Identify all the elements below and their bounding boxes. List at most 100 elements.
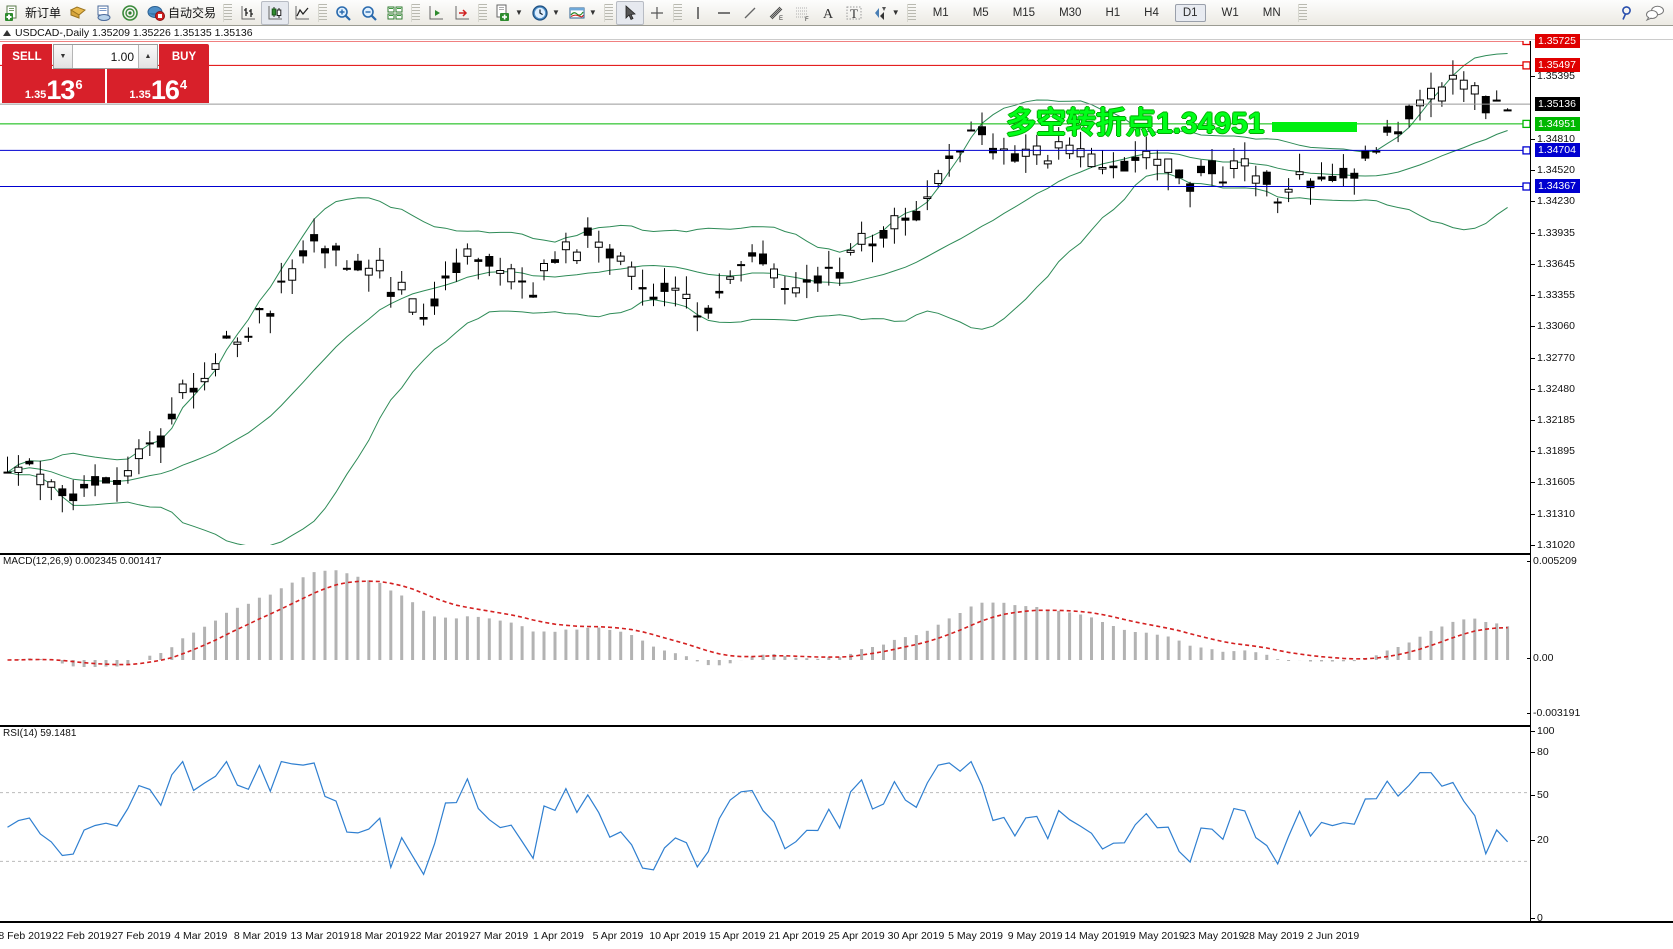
- svg-text:T: T: [850, 6, 858, 21]
- price-tick-1.34230: 1.34230: [1531, 195, 1575, 208]
- sell-price-quote[interactable]: 1.35 13 6: [2, 69, 105, 105]
- crosshair-tool-button[interactable]: [644, 1, 670, 25]
- vertical-line-button[interactable]: [685, 1, 711, 25]
- timeframe-mn[interactable]: MN: [1262, 6, 1281, 19]
- price-tick-1.31605: 1.31605: [1531, 476, 1575, 489]
- auto-trading-label: 自动交易: [168, 6, 217, 20]
- timeframe-m5[interactable]: M5: [972, 6, 989, 19]
- sell-button[interactable]: SELL: [2, 44, 52, 69]
- toolbar-separator: [223, 3, 233, 22]
- folder-button[interactable]: [65, 1, 91, 25]
- print-preview-button[interactable]: [91, 1, 117, 25]
- search-button[interactable]: [1615, 1, 1641, 25]
- macd-label: MACD(12,26,9) 0.002345 0.001417: [3, 556, 162, 567]
- price-level-label-1.35725[interactable]: 1.35725: [1535, 34, 1580, 48]
- price-chart-pane[interactable]: [0, 41, 1530, 545]
- time-tick-21: 28 May 2019: [1243, 930, 1304, 942]
- macd-tick-0.00: 0.00: [1526, 652, 1554, 664]
- trendline-button[interactable]: [737, 1, 763, 25]
- line-chart-button[interactable]: [289, 1, 315, 25]
- equidistant-channel-icon: E: [767, 4, 785, 22]
- price-level-label-1.35497[interactable]: 1.35497: [1535, 58, 1580, 73]
- zoom-out-button[interactable]: [356, 1, 382, 25]
- price-level-label-1.34367[interactable]: 1.34367: [1535, 179, 1580, 194]
- chart-symbol-label: USDCAD-,Daily 1.35209 1.35226 1.35135 1.…: [15, 27, 253, 39]
- fibonacci-button[interactable]: F: [789, 1, 815, 25]
- price-tick-1.33060: 1.33060: [1531, 320, 1575, 333]
- time-tick-13: 21 Apr 2019: [768, 930, 826, 942]
- macd-tick-0.005209: 0.005209: [1527, 555, 1577, 567]
- price-axis[interactable]: 1.35725 1.35497 1.35395 1.35136 1.34951 1.348…: [1526, 34, 1673, 924]
- zoom-in-icon: [334, 4, 352, 22]
- timeframe-m30[interactable]: M30: [1059, 6, 1082, 19]
- price-level-label-1.34704[interactable]: 1.34704: [1535, 143, 1580, 158]
- price-level-label-1.34951[interactable]: 1.34951: [1535, 116, 1580, 131]
- timeframe-h4[interactable]: H4: [1144, 6, 1159, 19]
- crosshair-icon: [648, 4, 666, 22]
- buy-button[interactable]: BUY: [159, 44, 209, 69]
- time-tick-11: 10 Apr 2019: [649, 930, 706, 942]
- arrows-icon: [871, 4, 889, 22]
- timeframe-m1[interactable]: M1: [932, 6, 949, 19]
- text-label-button[interactable]: A: [815, 1, 841, 25]
- tile-windows-icon: [386, 4, 404, 22]
- equidistant-channel-button[interactable]: E: [763, 1, 789, 25]
- auto-trading-button[interactable]: 自动交易: [143, 1, 220, 25]
- timeframe-w1[interactable]: W1: [1221, 6, 1239, 19]
- rsi-pane[interactable]: RSI(14) 59.1481: [0, 725, 1530, 921]
- timeframe-d1[interactable]: D1: [1174, 3, 1206, 22]
- macd-pane[interactable]: MACD(12,26,9) 0.002345 0.001417: [0, 553, 1530, 721]
- candlestick-chart-button[interactable]: [261, 0, 290, 25]
- timeframe-h1[interactable]: H1: [1105, 6, 1121, 19]
- cursor-tool-button[interactable]: [615, 0, 644, 25]
- period-button[interactable]: ▼: [527, 1, 564, 25]
- globe-button[interactable]: [117, 1, 143, 25]
- price-tick-1.32185: 1.32185: [1531, 414, 1575, 427]
- chart-scroll-up-icon: [3, 30, 11, 36]
- one-click-trading-panel[interactable]: SELL ▼ 1.00 ▲ BUY 1.35 13 6 1.35 16 4: [2, 44, 209, 105]
- buy-price-quote[interactable]: 1.35 16 4: [106, 69, 209, 105]
- new-template-button[interactable]: ▼: [490, 1, 527, 25]
- price-level-label-1.35136[interactable]: 1.35136: [1535, 97, 1580, 112]
- sell-price-big: 13: [46, 75, 75, 105]
- bar-chart-button[interactable]: [235, 1, 261, 25]
- horizontal-line-button[interactable]: [711, 1, 737, 25]
- time-tick-17: 9 May 2019: [1007, 930, 1063, 942]
- sell-price-prefix: 1.35: [24, 89, 47, 101]
- tile-windows-button[interactable]: [382, 1, 408, 25]
- chart-annotation-text: 多空转折点1.34951: [1006, 107, 1265, 140]
- buy-price-big: 16: [150, 75, 180, 105]
- bar-chart-icon: [239, 4, 257, 22]
- time-tick-0: 18 Feb 2019: [0, 930, 52, 942]
- search-icon: [1619, 4, 1637, 22]
- volume-value[interactable]: 1.00: [110, 49, 134, 64]
- time-tick-19: 19 May 2019: [1124, 930, 1185, 942]
- time-tick-20: 23 May 2019: [1183, 930, 1245, 942]
- main-toolbar: 新订单: [0, 0, 1673, 26]
- time-tick-16: 5 May 2019: [948, 930, 1004, 942]
- trendline-icon: [741, 4, 759, 22]
- fibonacci-icon: F: [793, 4, 811, 22]
- toolbar-separator: [603, 3, 613, 22]
- auto-scroll-button[interactable]: [449, 1, 475, 25]
- toolbar-separator: [1297, 3, 1307, 22]
- svg-text:E: E: [779, 16, 783, 22]
- chat-button[interactable]: [1641, 1, 1667, 25]
- toolbar-separator: [478, 3, 488, 22]
- new-order-button[interactable]: 新订单: [0, 1, 65, 25]
- text-button[interactable]: T: [841, 1, 867, 25]
- indicators-button[interactable]: ▼: [564, 1, 601, 25]
- volume-decrement-icon[interactable]: ▼: [54, 45, 73, 68]
- timeframe-m15[interactable]: M15: [1012, 6, 1036, 19]
- oct-prices-row: 1.35 13 6 1.35 16 4: [2, 69, 209, 105]
- time-tick-7: 22 Mar 2019: [409, 930, 469, 942]
- price-tick-1.33935: 1.33935: [1531, 226, 1575, 239]
- volume-increment-icon[interactable]: ▲: [138, 45, 157, 68]
- zoom-in-button[interactable]: [330, 1, 356, 25]
- price-tick-1.34520: 1.34520: [1531, 164, 1575, 177]
- toolbar-separator: [318, 3, 328, 22]
- volume-stepper[interactable]: ▼ 1.00 ▲: [53, 44, 158, 69]
- arrows-button[interactable]: ▼: [867, 1, 904, 25]
- chart-shift-button[interactable]: [423, 1, 449, 25]
